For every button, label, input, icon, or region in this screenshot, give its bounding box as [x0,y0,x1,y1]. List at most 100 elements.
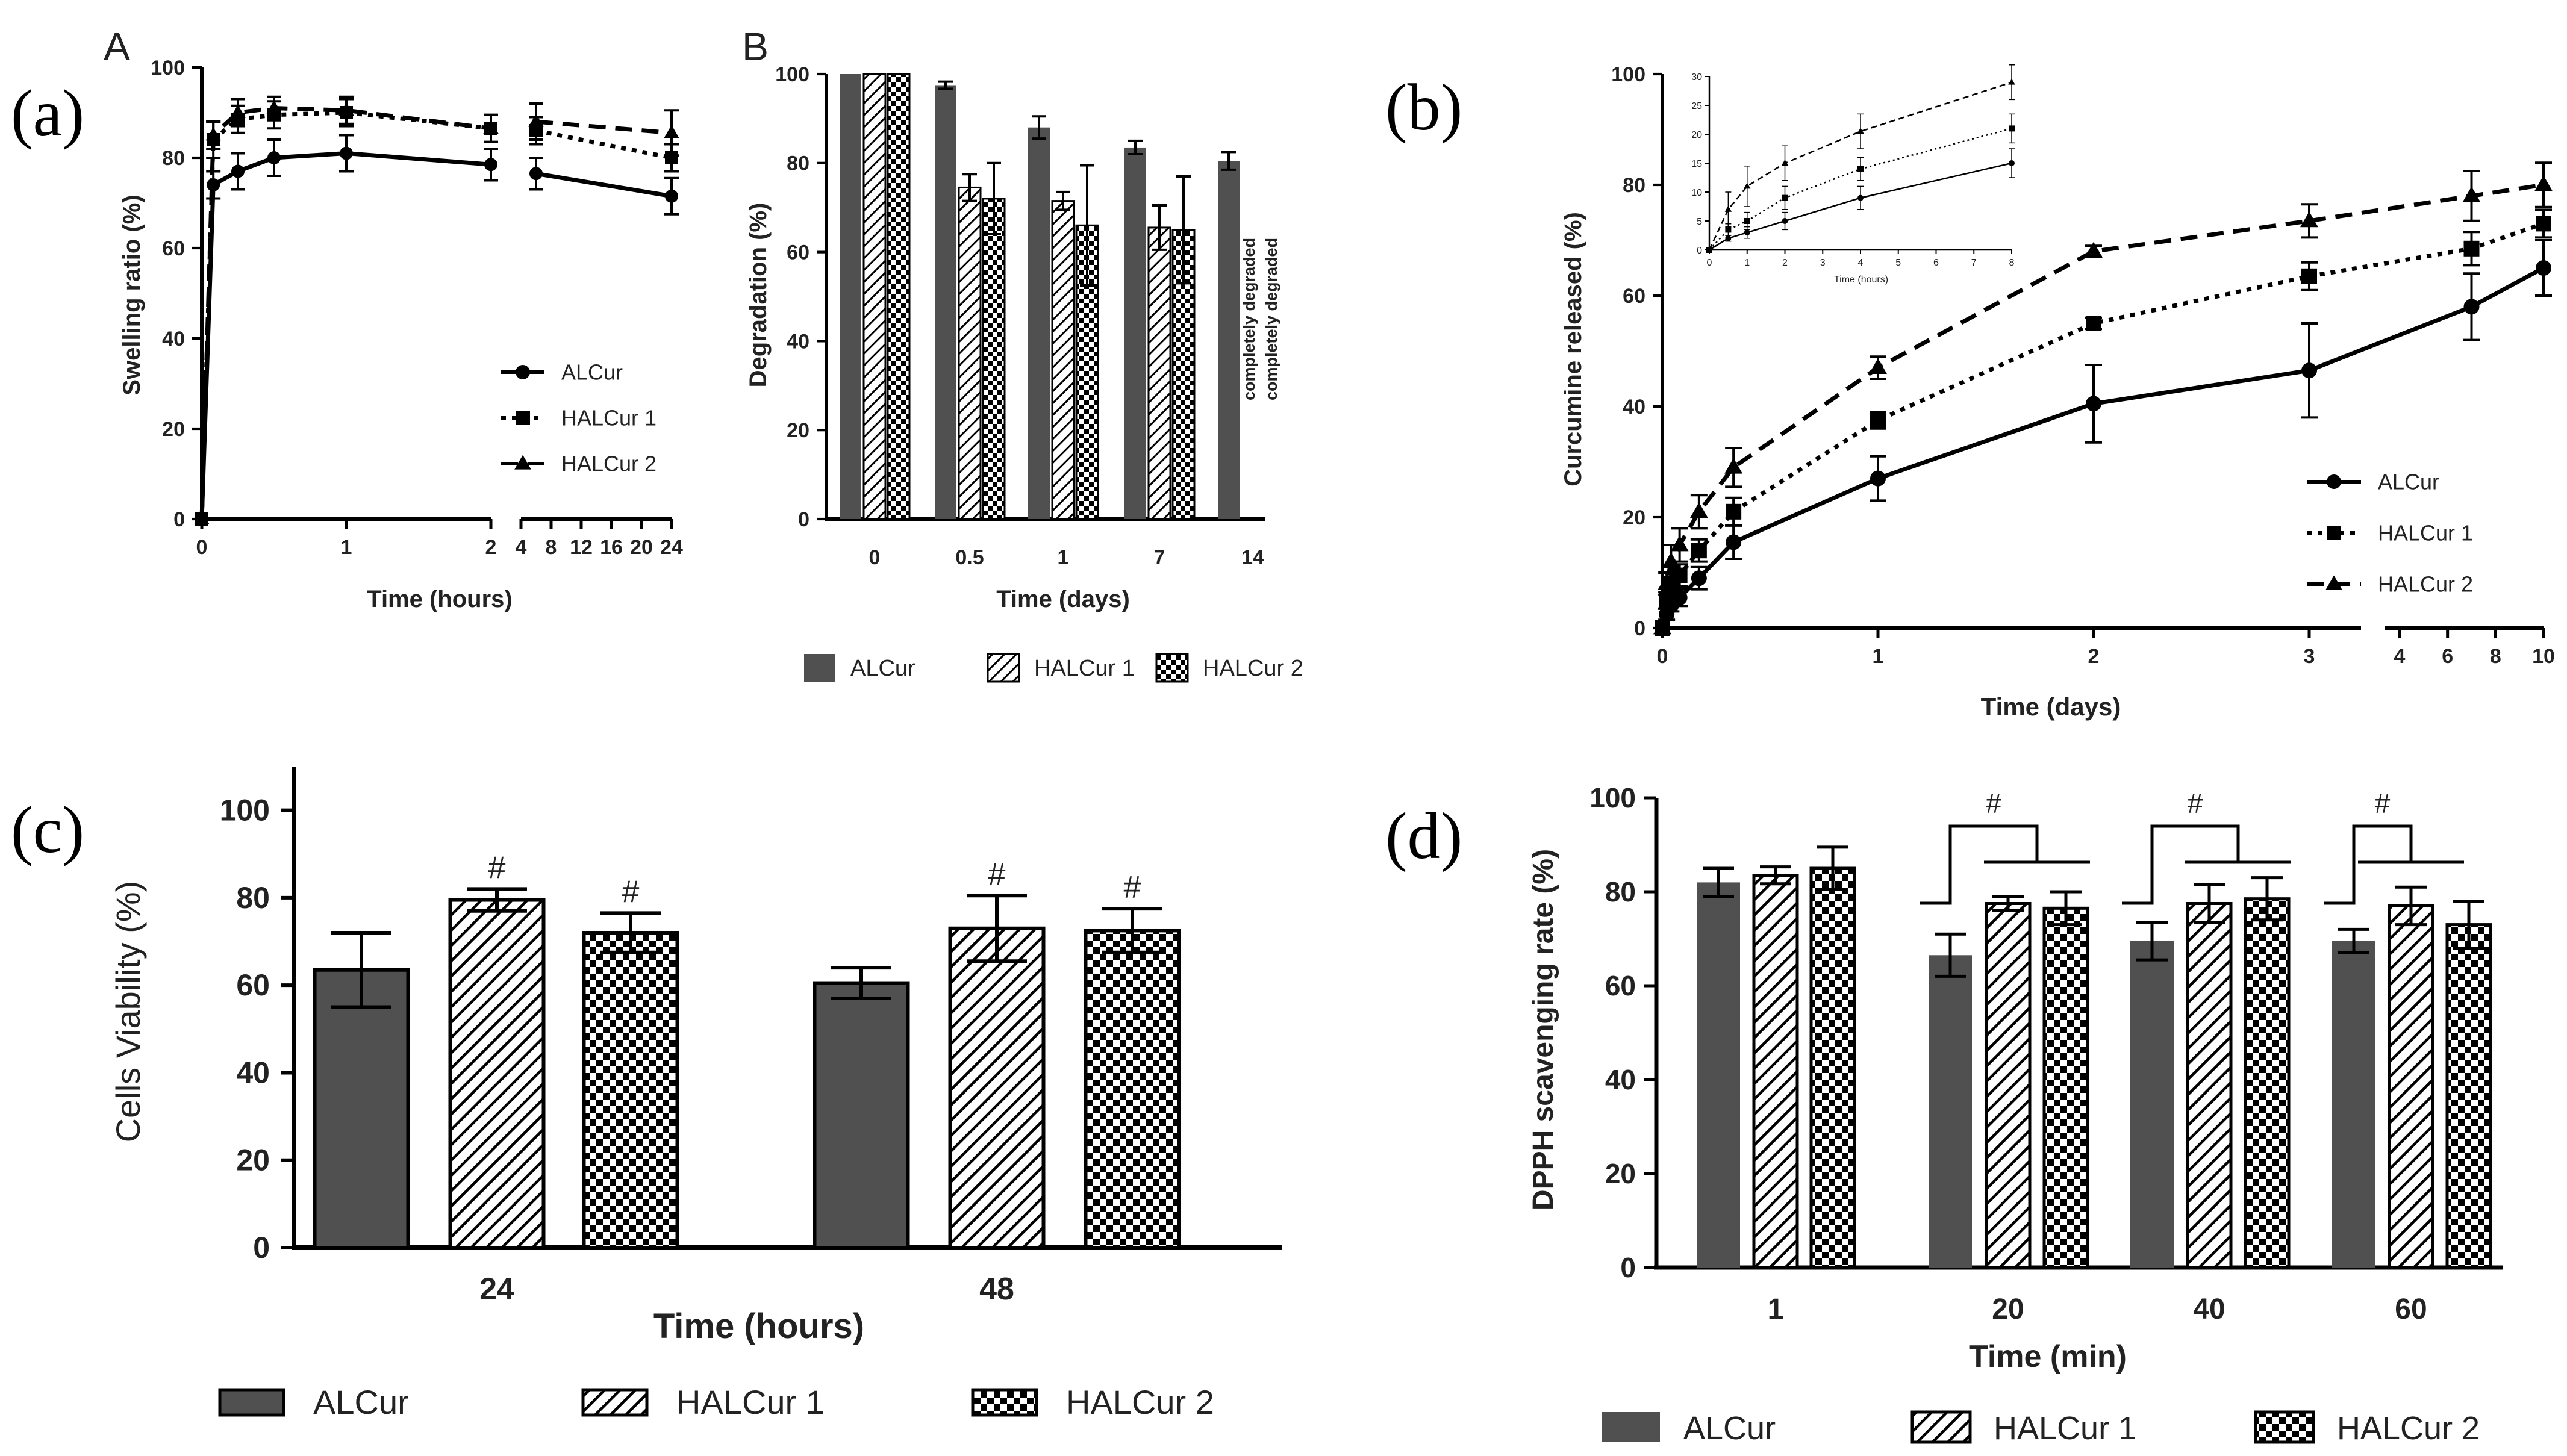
br-point [1726,503,1742,520]
br-series-line [2308,266,2545,373]
c-x-tick-label: 48 [979,1272,1014,1307]
d-error-bar [2194,883,2225,924]
a-series-line [535,119,672,135]
d-error-bar [1703,866,1734,898]
c-significance-mark: # [622,874,640,909]
inset-point [1744,218,1750,224]
br-point [1689,502,1708,518]
c-bar [948,926,1046,1249]
a-x-tick-label: 0 [196,536,208,559]
b-y-tick-label: 20 [787,419,809,442]
a-point [205,127,221,141]
br-point [1670,535,1689,552]
viability-chart: 0 20 40 60 80 100 24 48 # # # # Time (hours) Cells Vi… [109,767,1282,1421]
a-series-line [199,151,491,520]
d-bar [2445,923,2492,1269]
br-point [1870,470,1886,487]
br-series-line [1660,368,2310,629]
br-series-line [2309,182,2544,223]
legend-swatch [804,654,835,682]
a-point [664,125,679,138]
br-series-line [1660,219,2310,629]
b-x-tick-label: 0 [869,546,881,569]
inset-point [1744,182,1751,189]
d-bar [2332,941,2375,1268]
a-x-tick-label: 8 [546,536,557,559]
legend-swatch [581,1388,649,1417]
inset-x-tick-label: 6 [1933,258,1939,268]
d-bar [1752,874,1799,1269]
a-x-tick-label: 16 [600,536,623,559]
c-y-tick-label: 100 [220,794,270,827]
c-bar [313,968,410,1249]
br-point [1691,570,1707,586]
a-y-tick-label: 60 [162,237,185,260]
legend-label: HALCur 1 [676,1383,825,1421]
inset-point [1744,229,1750,236]
b-bar [1218,161,1240,520]
br-x-tick-label: 1 [1873,645,1884,668]
legend-swatch [971,1388,1038,1417]
br-point [1724,458,1743,474]
inset-x-tick-label: 0 [1707,258,1712,268]
a-point [266,100,282,114]
inset-y-tick-label: 10 [1691,188,1702,198]
c-y-tick-label: 40 [236,1056,270,1089]
degradation-chart: 0 20 40 60 80 100 0 0.5 1 7 14 completely degraded c… [745,63,1303,683]
b-bar [1124,147,1146,519]
legend-label: HALCur 1 [1034,656,1135,681]
br-y-tick-label: 20 [1623,506,1645,529]
br-point [1726,534,1742,550]
inset-point [1857,128,1864,134]
br-series-line [2309,222,2545,279]
legend-marker [516,365,530,379]
br-point [2536,260,2551,276]
a-x-tick-label: 12 [570,536,593,559]
b-bar [1028,127,1050,519]
d-y-label: DPPH scavenging rate (%) [1527,849,1559,1210]
br-x-tick-label: 6 [2442,645,2453,668]
c-error-bar [1102,907,1162,954]
inset-point [2009,125,2015,132]
d-error-bar [2251,876,2283,922]
legend-label: HALCur 1 [561,406,657,431]
inset-y-tick-label: 30 [1691,72,1702,82]
legend-marker [2325,575,2342,590]
panel-label-b: (b) [1385,70,1462,144]
d-significance-bracket [2324,824,2464,905]
c-error-bar [467,887,527,913]
a-point [483,120,499,134]
b-y-tick-label: 60 [787,241,809,264]
d-error-bar [2050,890,2082,927]
b-error-bar [1056,190,1070,211]
inset-y-tick-label: 20 [1691,130,1702,140]
d-y-tick-label: 0 [1620,1252,1636,1283]
d-bar [1929,955,1972,1268]
b-y-tick-label: 100 [775,63,809,86]
d-bar [2186,902,2233,1269]
legend-label: ALCur [850,656,915,681]
b-y-tick-label: 40 [787,330,809,353]
d-y-tick-label: 40 [1605,1064,1636,1095]
legend-marker [516,411,530,425]
inset-x-tick-label: 3 [1820,258,1826,268]
d-y-tick-label: 60 [1605,970,1636,1001]
c-significance-mark: # [488,850,506,885]
d-significance-bracket [2122,824,2291,905]
d-y-tick-label: 80 [1605,876,1636,907]
legend-swatch [1910,1410,1972,1444]
a-point [484,158,497,172]
br-point [1658,574,1676,590]
a-x-tick-label: 20 [630,536,653,559]
d-bar [1809,866,1856,1269]
a-x-tick-label: 2 [485,536,497,559]
a-point [528,113,544,127]
a-point [529,167,543,181]
d-x-tick-label: 1 [1768,1293,1784,1325]
c-bar [813,981,910,1250]
b-y-tick-label: 0 [798,508,809,531]
br-point [2463,299,2480,315]
legend-swatch [1602,1412,1660,1442]
br-point [2301,268,2317,284]
